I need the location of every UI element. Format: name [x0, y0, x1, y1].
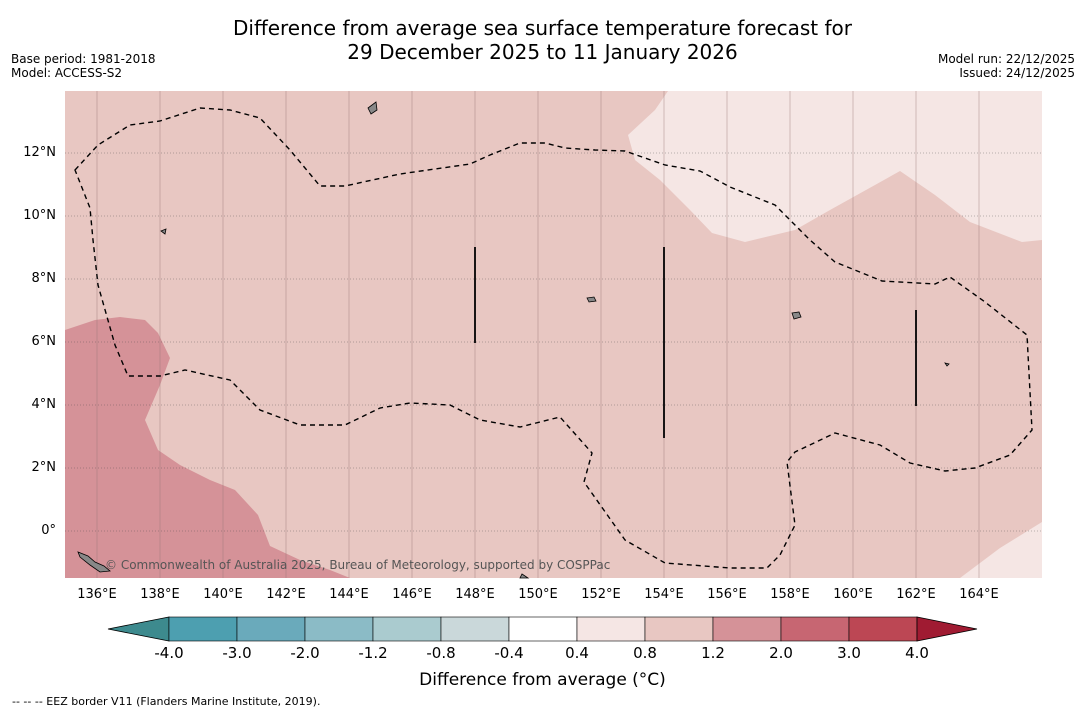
anomaly-field-0.4-0.8-south [960, 522, 1042, 578]
latitude-label: 6°N [31, 334, 57, 349]
colorbar-tick-label: -3.0 [222, 644, 252, 662]
colorbar-segment [712, 616, 782, 642]
eez-segments [474, 247, 917, 438]
colorbar-tick-label: -4.0 [154, 644, 184, 662]
latitude-label: 10°N [23, 208, 56, 223]
latitude-label: 2°N [31, 460, 57, 475]
colorbar-tick-label: -2.0 [290, 644, 320, 662]
chart-title-line1: Difference from average sea surface temp… [232, 16, 852, 40]
latitude-label: 0° [41, 523, 56, 538]
eez-border-line [74, 107, 1033, 569]
colorbar-segment [576, 616, 646, 642]
longitude-label: 138°E [140, 587, 180, 602]
longitude-label: 162°E [896, 587, 936, 602]
longitude-label: 156°E [707, 587, 747, 602]
colorbar-tick-label: 1.2 [701, 644, 725, 662]
longitude-label: 152°E [581, 587, 621, 602]
latitude-label: 4°N [31, 397, 57, 412]
colorbar-tick-label: -0.4 [494, 644, 524, 662]
colorbar-segment [440, 616, 510, 642]
colorbar-segment [236, 616, 306, 642]
colorbar-segment [304, 616, 374, 642]
latitude-label: 12°N [23, 145, 56, 160]
colorbar-segment [848, 616, 918, 642]
colorbar-tick-label: 4.0 [905, 644, 929, 662]
anomaly-field-0.4-0.8-north [628, 91, 1042, 242]
colorbar [107, 616, 978, 642]
colorbar-segment [372, 616, 442, 642]
longitude-label: 140°E [203, 587, 243, 602]
colorbar-segments [168, 616, 918, 642]
colorbar-tick-label: -0.8 [426, 644, 456, 662]
longitude-label: 154°E [644, 587, 684, 602]
colorbar-extend-low [107, 616, 170, 642]
colorbar-tick-label: -1.2 [358, 644, 388, 662]
longitude-label: 146°E [392, 587, 432, 602]
longitude-label: 158°E [770, 587, 810, 602]
longitude-label: 136°E [77, 587, 117, 602]
issued-label: Issued: 24/12/2025 [959, 66, 1075, 80]
meridians [96, 91, 980, 578]
latitude-label: 8°N [31, 271, 57, 286]
model-run-label: Model run: 22/12/2025 [937, 52, 1075, 66]
colorbar-segment [508, 616, 578, 642]
model-label: Model: ACCESS-S2 [11, 66, 123, 80]
colorbar-segment [780, 616, 850, 642]
colorbar-tick-label: 3.0 [837, 644, 861, 662]
colorbar-segment [168, 616, 238, 642]
colorbar-segment [644, 616, 714, 642]
graticule [65, 152, 1042, 532]
colorbar-tick-label: 0.4 [565, 644, 589, 662]
longitude-label: 150°E [518, 587, 558, 602]
colorbar-tick-label: 0.8 [633, 644, 657, 662]
longitude-label: 164°E [959, 587, 999, 602]
longitude-label: 160°E [833, 587, 873, 602]
longitude-label: 142°E [266, 587, 306, 602]
longitude-label: 144°E [329, 587, 369, 602]
base-period-label: Base period: 1981-2018 [11, 52, 156, 66]
colorbar-tick-label: 2.0 [769, 644, 793, 662]
longitude-label: 148°E [455, 587, 495, 602]
chart-title-line2: 29 December 2025 to 11 January 2026 [347, 40, 738, 64]
anomaly-field-1.2-2.0 [65, 317, 350, 578]
eez-footnote: -- -- -- EEZ border V11 (Flanders Marine… [12, 695, 321, 708]
attribution-text: © Commonwealth of Australia 2025, Bureau… [105, 558, 611, 572]
colorbar-extend-high [916, 616, 978, 642]
islands [77, 101, 950, 579]
colorbar-title: Difference from average (°C) [419, 670, 666, 690]
